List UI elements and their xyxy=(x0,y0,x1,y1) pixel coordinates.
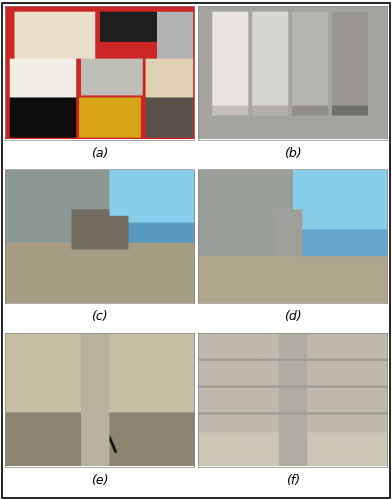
Text: (e): (e) xyxy=(91,474,108,487)
Text: (c): (c) xyxy=(91,310,108,324)
Text: (a): (a) xyxy=(91,147,108,160)
Text: (f): (f) xyxy=(285,474,300,487)
Text: (b): (b) xyxy=(284,147,301,160)
Text: (d): (d) xyxy=(284,310,301,324)
